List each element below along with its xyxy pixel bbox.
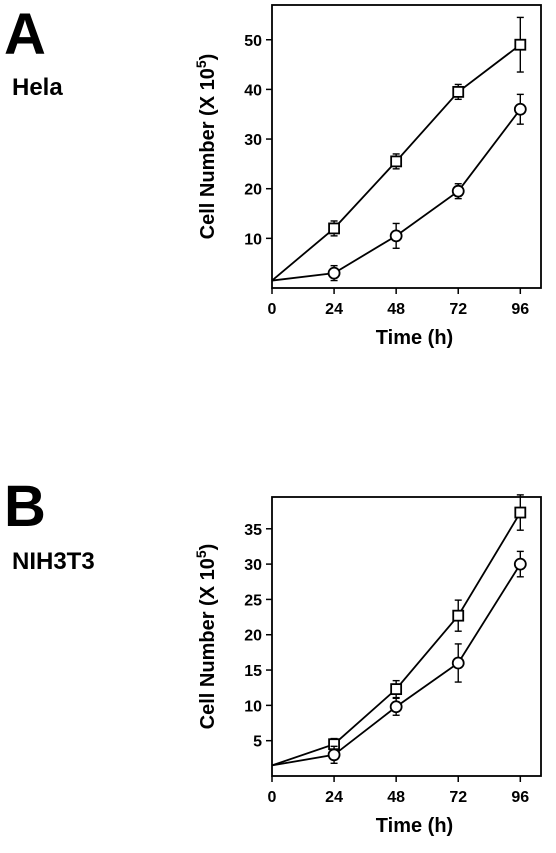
y-tick-label: 50 [244, 33, 262, 50]
y-axis-label: Cell Number (X 105) [193, 544, 219, 730]
series-line [271, 563, 522, 767]
y-tick-label: 5 [253, 734, 262, 751]
plot-frame [271, 4, 542, 289]
data-point-circle [451, 184, 465, 198]
y-axis-label: Cell Number (X 105) [193, 54, 219, 240]
panel-a: A Hela 0 24 48 72 96 10 20 30 40 50 Time (h) Cell N… [0, 0, 556, 420]
data-point-square [390, 155, 403, 168]
plot-frame [271, 496, 542, 777]
x-axis-label: Time (h) [376, 815, 453, 837]
x-tick-label: 96 [511, 301, 529, 318]
panel-b: B NIH3T3 0 24 48 72 96 5 10 15 20 25 30 35 Time (h) C… [0, 426, 556, 853]
y-tick-label: 40 [244, 82, 262, 99]
x-tick-label: 72 [449, 301, 467, 318]
y-tick-label: 10 [244, 698, 262, 715]
x-tick-label: 24 [325, 301, 343, 318]
panel-letter: A [4, 2, 46, 67]
y-tick-label: 30 [244, 132, 262, 149]
y-tick-label: 25 [244, 592, 262, 609]
x-tick-label: 24 [325, 789, 343, 806]
y-tick-label: 10 [244, 231, 262, 248]
data-point-square [328, 222, 340, 235]
y-tick-label: 35 [244, 522, 262, 539]
data-point-circle [513, 102, 527, 116]
x-axis-label: Time (h) [376, 327, 453, 349]
growth-chart-hela: 0 24 48 72 96 10 20 30 40 50 Time (h) Cell Number (… [193, 4, 542, 349]
x-tick-label: 72 [449, 789, 467, 806]
data-point-square [514, 506, 527, 519]
data-point-circle [327, 266, 341, 280]
data-point-square [452, 609, 465, 622]
cell-line-label: NIH3T3 [12, 548, 95, 575]
data-point-square [452, 85, 465, 98]
data-point-square [390, 683, 403, 696]
data-point-circle [389, 229, 403, 243]
series-line [271, 108, 522, 282]
data-point-circle [451, 656, 465, 670]
x-tick-label: 48 [387, 301, 405, 318]
data-point-square [514, 38, 527, 51]
y-tick-label: 20 [244, 628, 262, 645]
x-tick-label: 96 [511, 789, 529, 806]
y-tick-label: 15 [244, 663, 262, 680]
y-tick-label: 30 [244, 557, 262, 574]
data-point-circle [389, 700, 403, 714]
y-tick-label: 20 [244, 182, 262, 199]
series-line [271, 512, 522, 767]
x-tick-label: 0 [268, 789, 277, 806]
cell-line-label: Hela [12, 74, 63, 101]
data-point-circle [513, 557, 527, 571]
x-tick-label: 48 [387, 789, 405, 806]
panel-letter: B [4, 474, 46, 539]
x-tick-label: 0 [268, 301, 277, 318]
growth-chart-nih3t3: 0 24 48 72 96 5 10 15 20 25 30 35 Time (h) Cell Numbe… [193, 494, 542, 837]
data-point-circle [327, 748, 341, 762]
